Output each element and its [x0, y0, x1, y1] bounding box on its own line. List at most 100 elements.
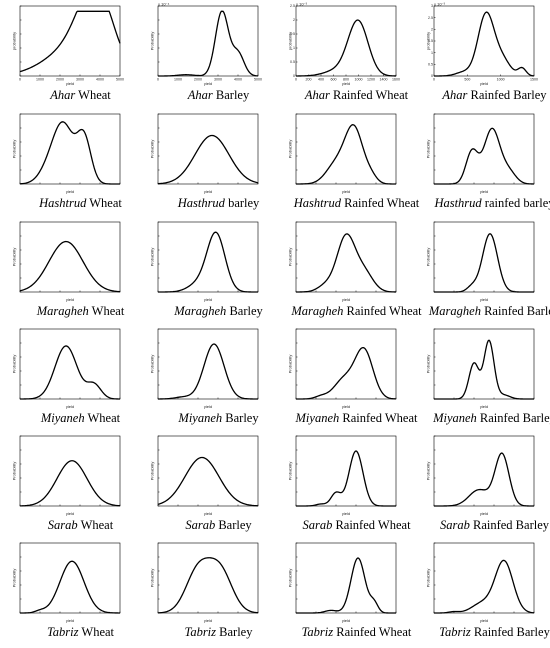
x-axis-label: yield — [480, 618, 488, 623]
subplot-tabriz-rainfed-barley: Probability yield Tabriz Rainfed Barley — [426, 541, 550, 648]
density-chart: Probability yield — [288, 435, 397, 516]
subplot-sarab-wheat: Probability yield Sarab Wheat — [12, 434, 149, 541]
region-name: Hasthrud — [177, 196, 225, 210]
density-curve — [433, 11, 535, 77]
density-chart: Probability yield — [288, 221, 397, 302]
crop-name: rainfed barley — [484, 196, 550, 210]
density-chart: Probability yield — [426, 221, 535, 302]
y-axis-label: Probability — [426, 248, 431, 267]
density-chart: probability yield 0 1000 2000 3000 4000 5000 — [12, 5, 124, 86]
y-tick-label: 0 — [431, 74, 433, 78]
region-name: Maragheh — [428, 304, 481, 318]
y-axis-label: Probability — [288, 140, 293, 159]
subplot-hasthrud-rainfed-barley: Probability yield Hasthrud rainfed barley — [426, 112, 550, 219]
x-axis-label: yield — [204, 404, 212, 409]
y-axis-label: Probability — [12, 248, 17, 267]
crop-name: Wheat — [81, 625, 115, 639]
x-tick-label: 1000 — [36, 78, 44, 82]
subplot-maragheh-wheat: Probability yield Maragheh Wheat — [12, 220, 149, 327]
subplot-caption: Hasthrud rainfed barley — [426, 196, 550, 211]
crop-name: Rainfed Wheat — [346, 304, 422, 318]
y-axis-label: Probability — [426, 462, 431, 481]
crop-name: Rainfed Barley — [473, 625, 550, 639]
subplot-caption: Miyaneh Rainfed Wheat — [288, 411, 425, 426]
density-curve — [157, 134, 259, 185]
y-axis-label: Probability — [150, 355, 155, 374]
density-curve — [434, 452, 534, 507]
region-name: Tabriz — [184, 625, 217, 639]
x-axis-label: yield — [66, 297, 74, 302]
y-tick-label: 2 — [431, 28, 433, 32]
crop-name: Rainfed Wheat — [335, 518, 411, 532]
density-curve — [296, 233, 397, 293]
x-axis-label: yield — [342, 81, 350, 86]
x-axis-label: yield — [342, 297, 350, 302]
region-name: Hasthrud — [434, 196, 482, 210]
x-axis-label: yield — [66, 81, 74, 86]
subplot-hashtrud-rainfed-wheat: Probability yield Hashtrud Rainfed Wheat — [288, 112, 425, 219]
y-axis-label: Probability — [12, 355, 17, 374]
density-curve — [296, 557, 396, 614]
x-tick-label: 2000 — [56, 78, 64, 82]
density-chart: Probability yield — [426, 435, 535, 516]
region-name: Maragheh — [174, 304, 227, 318]
subplot-caption: Ahar Rainfed Wheat — [288, 88, 425, 103]
region-name: Ahar — [187, 88, 213, 102]
density-curve — [157, 557, 259, 614]
y-axis-label: Probability — [150, 462, 155, 481]
x-tick-label: 1000 — [355, 78, 363, 82]
subplot-caption: Sarab Wheat — [12, 518, 149, 533]
x-tick-label: 500 — [464, 78, 470, 82]
region-name: Hashtrud — [293, 196, 341, 210]
subplot-caption: Miyaneh Barley — [150, 411, 287, 426]
y-tick-label: 2.5 — [428, 16, 433, 20]
plot-frame — [19, 435, 121, 507]
crop-name: Wheat — [87, 411, 121, 425]
crop-name: barley — [228, 196, 260, 210]
y-exponent-label: x 10⁻³ — [296, 2, 308, 7]
subplot-miyaneh-wheat: Probability yield Miyaneh Wheat — [12, 327, 149, 434]
crop-name: Wheat — [91, 304, 125, 318]
region-name: Miyaneh — [433, 411, 477, 425]
plot-frame — [295, 542, 397, 614]
region-name: Sarab — [302, 518, 333, 532]
y-axis-label: probability — [12, 32, 17, 50]
density-chart: Probability yield — [426, 113, 535, 194]
subplot-caption: Sarab Rainfed Wheat — [288, 518, 425, 533]
y-axis-label: Probability — [426, 140, 431, 159]
subplot-caption: Ahar Barley — [150, 88, 287, 103]
density-chart: Probability yield — [150, 113, 259, 194]
plot-frame — [433, 542, 535, 614]
density-curve — [19, 560, 120, 614]
density-curve — [434, 127, 535, 185]
region-name: Tabriz — [46, 625, 79, 639]
density-curve — [157, 456, 259, 507]
y-axis-label: Probability — [426, 355, 431, 374]
plot-frame — [157, 113, 259, 185]
subplot-ahar-rainfed-wheat: x 10⁻³ probability yield 0 200 400 600 800 1000 1… — [288, 2, 425, 111]
x-axis-label: yield — [342, 511, 350, 516]
x-tick-label: 400 — [318, 78, 324, 82]
crop-name: Rainfed Barley — [472, 518, 549, 532]
x-axis-label: yield — [342, 404, 350, 409]
x-axis-label: yield — [66, 618, 74, 623]
x-tick-label: 800 — [343, 78, 349, 82]
subplot-caption: Tabriz Rainfed Wheat — [288, 625, 425, 640]
subplot-miyaneh-barley: Probability yield Miyaneh Barley — [150, 327, 287, 434]
subplot-miyaneh-rainfed-barley: Probability yield Miyaneh Rainfed Barley — [426, 327, 550, 434]
density-chart: Probability yield — [426, 328, 535, 409]
density-chart: Probability yield — [288, 113, 397, 194]
y-tick-label: 0.5 — [290, 60, 295, 64]
crop-name: Barley — [215, 88, 250, 102]
crop-name: Wheat — [78, 88, 111, 102]
y-axis-label: Probability — [288, 355, 293, 374]
region-name: Hashtrud — [39, 196, 87, 210]
x-tick-label: 1200 — [367, 78, 375, 82]
density-chart: Probability yield — [150, 542, 259, 623]
x-tick-label: 1000 — [497, 78, 505, 82]
plot-frame — [157, 221, 259, 293]
plot-frame — [433, 435, 535, 507]
density-curve — [19, 240, 121, 293]
y-tick-label: 1 — [293, 46, 295, 50]
region-name: Ahar — [304, 88, 330, 102]
